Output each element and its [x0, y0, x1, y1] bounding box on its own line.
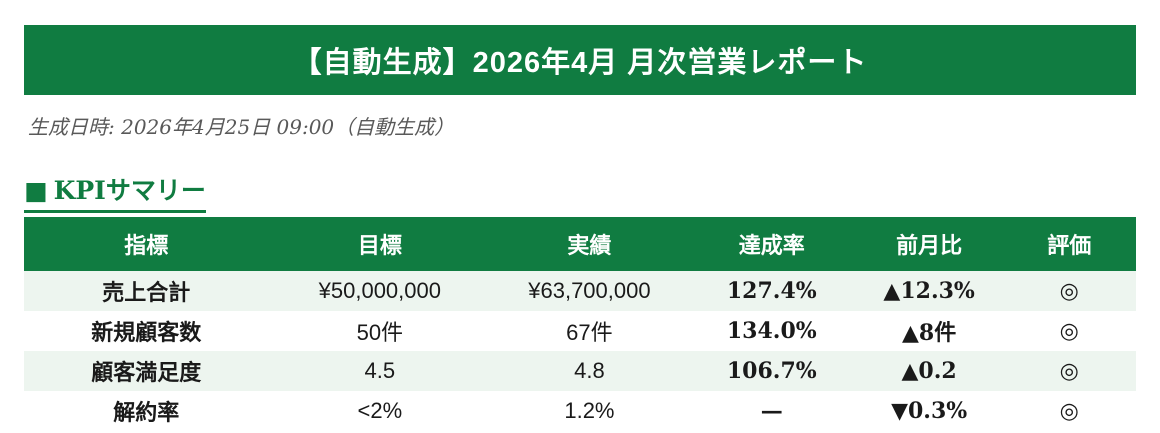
cell-mom-change: ▲0.2 — [901, 357, 957, 384]
table-header-row: 指標 目標 実績 達成率 前月比 評価 — [24, 216, 1136, 271]
report-title: 【自動生成】2026年4月 月次営業レポート — [292, 47, 868, 79]
cell-target: <2% — [357, 397, 403, 423]
cell-actual: 4.8 — [574, 357, 605, 383]
cell-target: ¥50,000,000 — [318, 277, 441, 303]
cell-actual: 67件 — [566, 319, 613, 345]
column-header-target: 目標 — [268, 216, 492, 271]
kpi-section-title: KPIサマリー — [53, 176, 206, 205]
kpi-section-heading: ■ KPIサマリー — [24, 177, 206, 213]
cell-metric: 売上合計 — [102, 279, 191, 305]
cell-rating: ◎ — [1059, 397, 1079, 423]
cell-achievement: 127.4% — [726, 277, 817, 304]
kpi-summary-table: 指標 目標 実績 達成率 前月比 評価 売上合計 ¥50,000,000 ¥63… — [24, 216, 1136, 431]
cell-target: 50件 — [356, 319, 404, 345]
column-header-mom: 前月比 — [855, 216, 1003, 271]
generated-timestamp: 生成日時: 2026年4月25日 09:00（自動生成） — [28, 115, 455, 139]
section-marker-square-icon: ■ — [24, 176, 48, 205]
cell-actual: ¥63,700,000 — [528, 277, 651, 303]
cell-mom-change: ▲8件 — [902, 319, 957, 346]
cell-rating: ◎ — [1059, 277, 1079, 303]
cell-metric: 解約率 — [113, 399, 180, 425]
cell-achievement: 134.0% — [726, 317, 817, 344]
table-row: 解約率 <2% 1.2% — ▼0.3% ◎ — [24, 390, 1136, 431]
column-header-metric: 指標 — [24, 216, 269, 271]
cell-achievement: 106.7% — [726, 357, 817, 384]
column-header-rating: 評価 — [1002, 216, 1136, 271]
cell-mom-change: ▼0.3% — [891, 397, 968, 424]
cell-metric: 新規顧客数 — [91, 319, 202, 345]
cell-actual: 1.2% — [564, 397, 615, 423]
column-header-achievement: 達成率 — [687, 216, 856, 271]
cell-target: 4.5 — [364, 357, 396, 383]
table-row: 売上合計 ¥50,000,000 ¥63,700,000 127.4% ▲12.… — [24, 270, 1136, 311]
cell-metric: 顧客満足度 — [91, 359, 202, 385]
column-header-actual: 実績 — [491, 216, 688, 271]
cell-rating: ◎ — [1059, 357, 1079, 383]
table-row: 新規顧客数 50件 67件 134.0% ▲8件 ◎ — [24, 310, 1136, 351]
cell-rating: ◎ — [1059, 317, 1079, 343]
cell-achievement: — — [760, 397, 783, 424]
report-title-banner: 【自動生成】2026年4月 月次営業レポート — [24, 25, 1136, 95]
cell-mom-change: ▲12.3% — [883, 277, 975, 304]
table-row: 顧客満足度 4.5 4.8 106.7% ▲0.2 ◎ — [24, 350, 1136, 391]
